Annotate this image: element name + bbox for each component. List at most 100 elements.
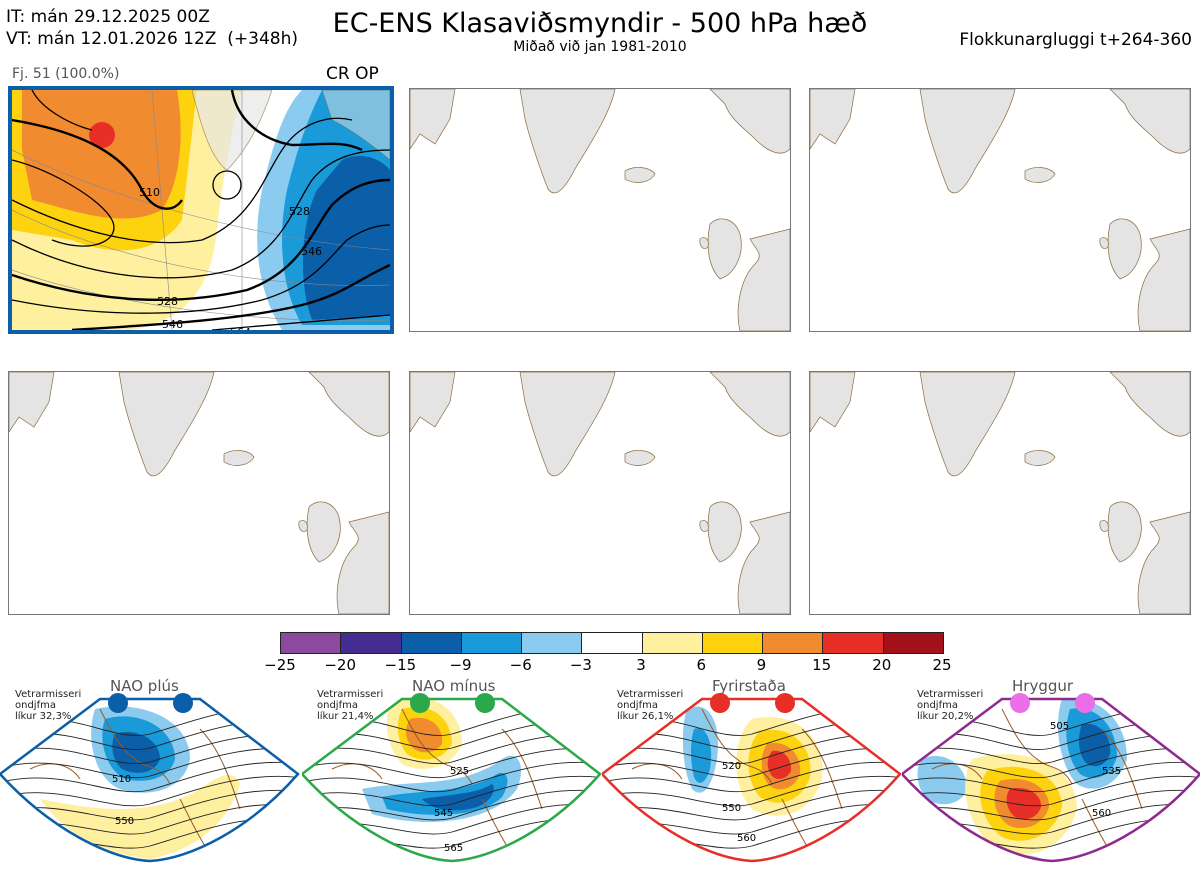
basemap-4 [9,372,389,614]
regime-height-contour [902,747,1200,779]
height-contours [12,90,390,330]
regime-info-line: líkur 20,2% [917,711,974,722]
regime-info: Vetrarmisseri ondjfma líkur 32,3% [15,689,105,722]
header-info: IT: mán 29.12.2025 00Z VT: mán 12.01.202… [6,6,298,50]
regime-anomaly-fill [40,774,240,859]
regime-marker-dot [775,693,795,713]
colorbar-tick-label: 15 [812,656,832,674]
land-greenland [191,90,273,171]
land-scandinavia [321,90,390,161]
regime-marker-dot [475,693,495,713]
regime-height-contour [302,775,600,807]
regime-contour-label: 550 [115,816,134,827]
colorbar-swatch [823,633,884,653]
regime-contour-label: 535 [1102,766,1121,777]
regime-height-contour [0,775,298,807]
regime-anomaly-fill [1006,788,1042,820]
colorbar-swatch [642,633,703,653]
colorbar-tick-label: 9 [756,656,767,674]
regime-info-line: Vetrarmisseri [317,689,384,700]
regime-contour-label: 520 [722,761,741,772]
basemap-2 [410,89,790,331]
anomaly-fill-dark-blue [302,155,390,320]
initial-time: IT: mán 29.12.2025 00Z [6,7,210,27]
page-subtitle: Miðað við jan 1981-2010 [513,39,687,55]
regime-contour-label: 560 [1092,808,1111,819]
regime-map: 505 535 560 [902,693,1200,863]
page-title: EC-ENS Klasaviðsmyndir - 500 hPa hæð [332,8,868,39]
regime-info-line: líkur 32,3% [15,711,72,722]
regime-info-line: Vetrarmisseri [15,689,82,700]
regime-anomaly-fill [767,750,792,779]
regime-marker-dot [173,693,193,713]
regime-contour-label: 510 [112,774,131,785]
regime-height-contour [302,789,600,821]
regime-info-line: líkur 26,1% [617,711,674,722]
regime-info-line: ondjfma [317,700,358,711]
colorbar-tick-label: 3 [636,656,646,674]
regime-border [902,697,1200,863]
cluster-panel-6[interactable] [809,371,1191,615]
cluster-panel-4[interactable] [8,371,390,615]
contour-label: 528 [289,205,310,218]
regime-info-line: Vetrarmisseri [617,689,684,700]
regime-height-contour [602,761,900,793]
regime-anomaly-fill [406,717,443,753]
regime-marker-dot [1010,693,1030,713]
colorbar-tick-label: 25 [932,656,952,674]
regime-title: Hryggur [1012,677,1074,695]
regime-contour-label: 560 [737,833,756,844]
regime-anomaly-fill [1078,723,1111,767]
colorbar-swatch [763,633,824,653]
colorbar-swatch [582,633,643,653]
regime-height-contour [602,775,900,807]
basemap-5 [410,372,790,614]
cluster-panel-1[interactable]: 510 528 546 528 546 564 [8,86,394,334]
regime-height-contour [902,761,1200,793]
cluster-panel-2[interactable] [409,88,791,332]
regime-anomaly-fill [917,755,967,805]
regime-info: Vetrarmisseri ondjfma líkur 26,1% [617,689,707,722]
contour-label: 510 [139,186,160,199]
regime-height-contour [0,789,298,821]
regime-height-contour [0,747,298,779]
colorbar-swatch [341,633,402,653]
regime-border [602,697,902,863]
regime-contour-label: 565 [444,843,463,854]
regime-marker-dot [108,693,128,713]
contour-label: 528 [157,295,178,308]
cluster-type-label: CR OP [326,64,379,84]
colorbar-tick-label: −6 [509,656,532,674]
regime-height-contour [0,761,298,793]
regime-marker-dot [710,693,730,713]
contour-labels: 510 528 546 528 546 564 [139,186,322,330]
regime-title: NAO mínus [412,677,496,695]
classification-window: Flokkunargluggi t+264-360 [959,30,1192,50]
regime-border [0,697,300,863]
basemap-3 [810,89,1190,331]
colorbar-swatch [461,633,523,653]
regime-contour-label: 505 [1050,721,1069,732]
contour-label: 546 [162,318,183,330]
contour-label: 564 [230,326,251,330]
regime-contour-label: 525 [450,766,469,777]
regime-info-line: ondjfma [15,700,56,711]
anomaly-fill-red [89,122,115,148]
colorbar-tick-label: −9 [449,656,472,674]
cluster-panel-5[interactable] [409,371,791,615]
colorbar-tick-label: 20 [872,656,892,674]
valid-time: VT: mán 12.01.2026 12Z (+348h) [6,29,298,49]
cluster-panel-3[interactable] [809,88,1191,332]
regime-marker-dot [410,693,430,713]
regime-height-contour [302,747,600,779]
cluster-map-1: 510 528 546 528 546 564 [12,90,390,330]
anomaly-fill-orange [22,90,181,219]
regime-marker-dot [1075,693,1095,713]
colorbar-swatch [401,633,462,653]
regime-anomaly-fill [422,784,494,811]
colorbar-swatch [883,633,943,653]
regime-title: NAO plús [110,677,179,695]
regime-info-line: líkur 21,4% [317,711,374,722]
regime-height-contour [902,775,1200,807]
basemap-6 [810,372,1190,614]
